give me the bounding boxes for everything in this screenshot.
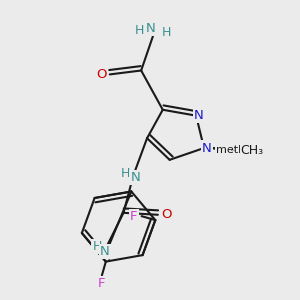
- Text: N: N: [100, 244, 110, 258]
- Text: F: F: [130, 210, 137, 223]
- Text: F: F: [98, 277, 106, 290]
- Text: N: N: [130, 171, 140, 184]
- Text: methyl: methyl: [216, 145, 255, 155]
- Text: O: O: [97, 68, 107, 81]
- Text: H: H: [121, 167, 130, 180]
- Text: methyl: methyl: [231, 149, 236, 151]
- Text: CH₃: CH₃: [240, 143, 263, 157]
- Text: N: N: [146, 22, 156, 35]
- Text: H: H: [134, 24, 144, 37]
- Text: H: H: [162, 26, 171, 39]
- Text: N: N: [202, 142, 212, 154]
- Text: O: O: [161, 208, 172, 221]
- Text: N: N: [194, 109, 204, 122]
- Text: H: H: [92, 240, 102, 253]
